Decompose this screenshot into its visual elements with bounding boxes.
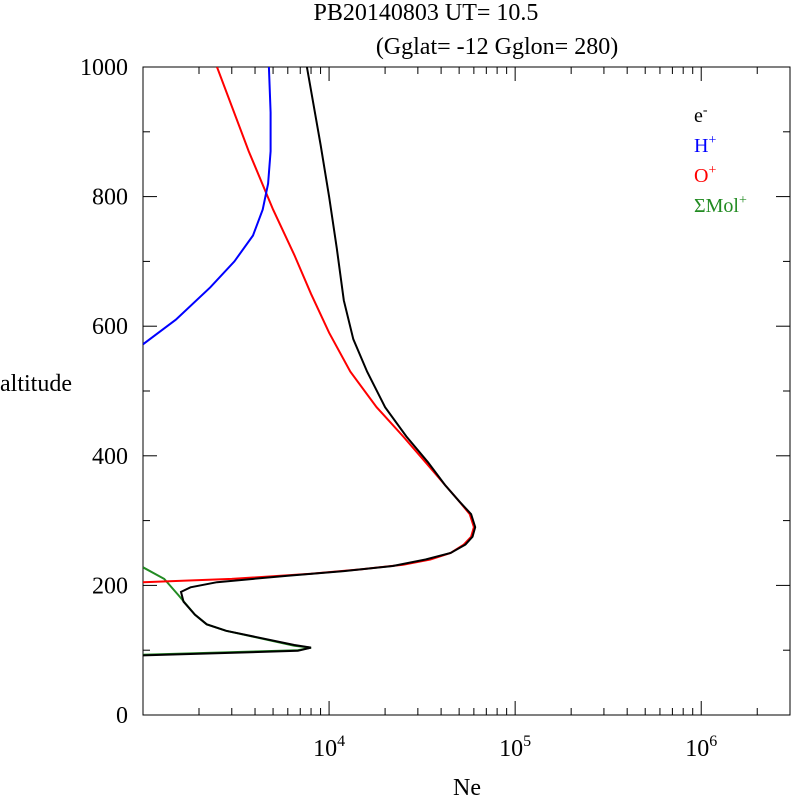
legend-entry: O+ <box>694 163 716 187</box>
y-tick-label: 800 <box>92 185 128 211</box>
x-tick-label: 106 <box>685 733 717 762</box>
x-tick-label: 105 <box>499 733 531 762</box>
legend-entry: H+ <box>694 133 716 157</box>
y-tick-label: 1000 <box>80 55 128 81</box>
plot-frame <box>142 66 791 716</box>
tick-labels: 0 200 400 600 800 1000 104 105 106 <box>80 55 717 762</box>
series-line-o <box>143 67 475 584</box>
legend-entry: e- <box>694 103 708 127</box>
series-line-e <box>143 67 477 657</box>
y-axis-label: altitude <box>0 371 72 397</box>
series-line-h <box>143 67 272 346</box>
y-tick-label: 400 <box>92 444 128 470</box>
axis-ticks <box>142 66 791 716</box>
x-tick-label: 104 <box>313 733 345 762</box>
series-group <box>143 67 477 657</box>
chart-title-line1: PB20140803 UT= 10.5 <box>314 0 539 26</box>
legend-entry: ΣMol+ <box>694 193 747 217</box>
y-tick-label: 200 <box>92 573 128 599</box>
x-axis-label: Ne <box>453 775 481 796</box>
y-tick-label: 0 <box>116 703 128 729</box>
y-tick-label: 600 <box>92 314 128 340</box>
chart-title-line2: (Gglat= -12 Gglon= 280) <box>376 34 618 60</box>
legend: e- H+ O+ ΣMol+ <box>694 103 747 217</box>
